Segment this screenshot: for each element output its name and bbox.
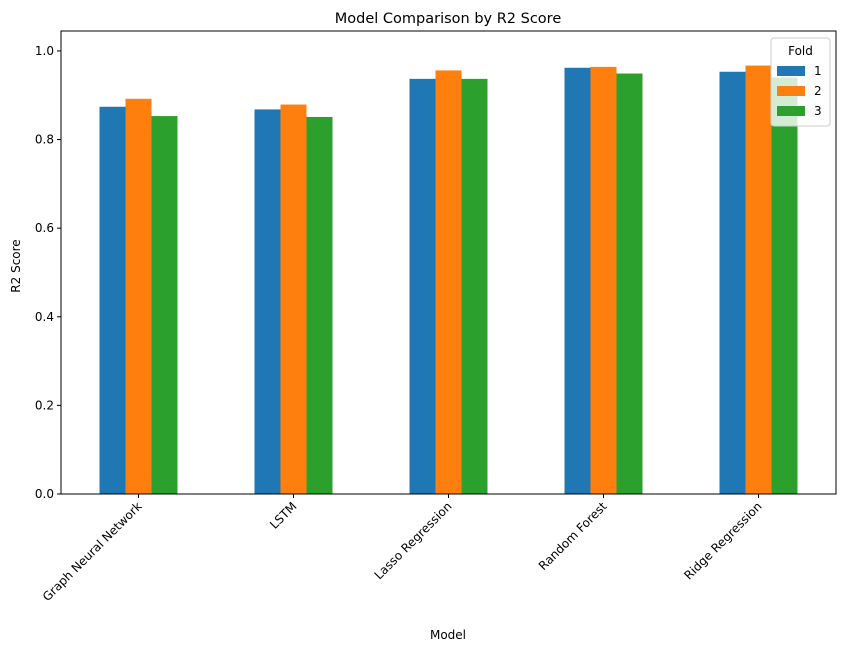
bars-group [99,65,798,495]
y-ticks: 0.0 0.2 0.4 0.6 0.8 1.0 [35,44,61,501]
x-ticks: Graph Neural Network LSTM Lasso Regression… [40,494,765,604]
bar-fold-3-1 [306,116,333,494]
legend-entry-1: 1 [814,64,822,78]
bar-fold-1-3 [564,67,591,494]
y-axis-label: R2 Score [9,239,23,292]
bar-fold-2-4 [745,65,772,495]
y-tick-label: 0.4 [35,310,54,324]
bar-fold-1-4 [719,71,746,494]
legend-swatch-2 [777,86,805,96]
x-axis-label: Model [430,628,466,642]
bar-fold-2-3 [590,66,617,495]
legend-entry-3: 3 [814,104,822,118]
bar-fold-3-2 [461,78,488,495]
y-tick-label: 0.2 [35,398,54,412]
bar-fold-2-1 [280,104,307,494]
x-tick-label: Ridge Regression [681,499,764,582]
legend-frame [770,37,831,127]
x-tick-label: Random Forest [536,499,610,573]
legend-title: Fold [788,44,813,58]
x-tick-label: Graph Neural Network [40,499,145,604]
legend-entry-2: 2 [814,84,822,98]
x-tick-label: LSTM [267,499,300,532]
legend-swatch-3 [777,106,805,116]
y-tick-label: 0.6 [35,221,54,235]
chart-title: Model Comparison by R2 Score [335,11,562,27]
legend-swatch-1 [777,66,805,76]
bar-fold-3-4 [771,77,798,494]
bar-fold-1-1 [254,109,281,495]
y-tick-label: 0.0 [35,487,54,501]
bar-fold-1-2 [409,78,436,495]
bar-fold-2-2 [435,70,462,495]
bar-fold-3-0 [151,116,178,495]
y-tick-label: 1.0 [35,44,54,58]
bar-fold-2-0 [125,98,152,494]
bar-fold-3-3 [616,73,643,495]
x-tick-label: Lasso Regression [372,499,455,582]
y-tick-label: 0.8 [35,133,54,147]
bar-fold-1-0 [99,106,126,494]
